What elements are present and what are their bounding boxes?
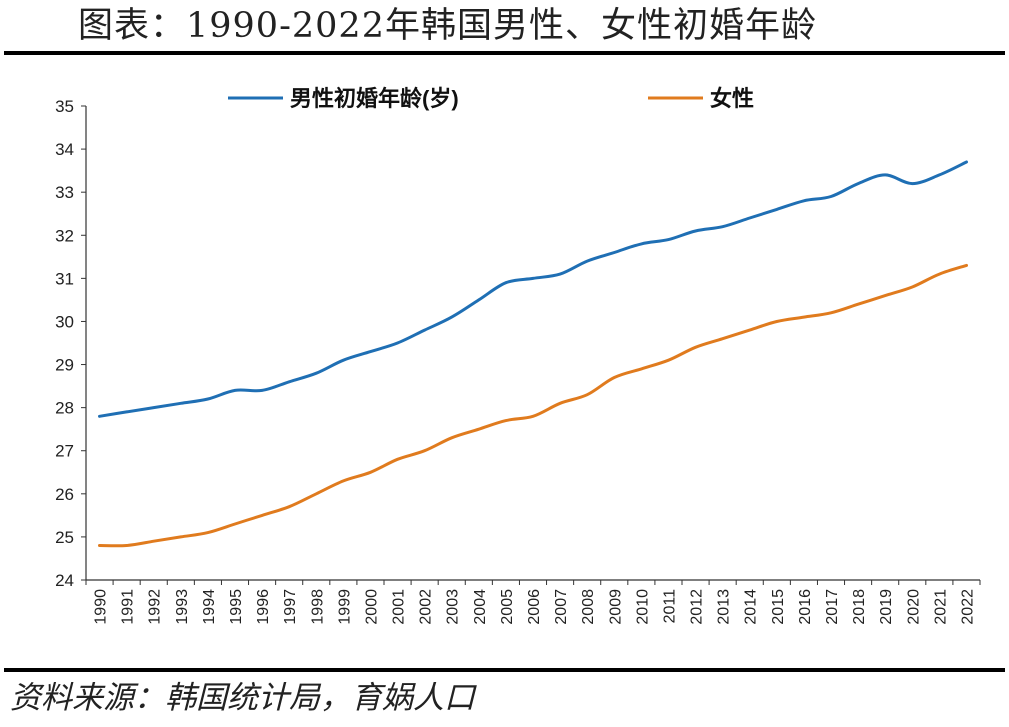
x-tick-label: 1994: [201, 589, 218, 625]
x-tick-label: 2011: [661, 589, 678, 624]
x-tick-label: 2022: [959, 589, 976, 625]
top-rule: [4, 51, 1005, 55]
y-tick-label: 31: [55, 269, 74, 288]
x-tick-label: 1998: [309, 589, 326, 625]
x-tick-label: 2003: [445, 589, 462, 625]
x-tick-label: 1997: [282, 589, 299, 625]
x-tick-label: 2009: [607, 589, 624, 625]
x-tick-label: 1999: [336, 589, 353, 625]
y-tick-label: 33: [55, 183, 74, 202]
series-line-female: [98, 263, 968, 548]
legend-label-female: 女性: [710, 86, 754, 111]
x-tick-label: 1995: [228, 589, 245, 625]
x-tick-label: 2012: [689, 589, 706, 625]
bottom-rule: [4, 668, 1005, 672]
y-tick-label: 35: [55, 97, 74, 116]
x-tick-label: 2008: [580, 589, 597, 625]
x-tick-label: 1991: [120, 589, 137, 625]
chart-area: 24 25 26 27 28 29 30 31 32 33 34 35 1990 1991 1992 1993…: [55, 86, 981, 625]
x-tick-label: 2013: [716, 589, 733, 625]
chart-title: 图表：1990-2022年韩国男性、女性初婚年龄: [78, 6, 817, 46]
x-tick-label: 2016: [797, 589, 814, 625]
x-tick-label: 2002: [418, 589, 435, 625]
x-tick-label: 2001: [391, 589, 408, 625]
y-tick-label: 24: [55, 571, 74, 590]
source-note: 资料来源：韩国统计局，育娲人口: [10, 680, 475, 716]
y-tick-label: 30: [55, 312, 74, 331]
x-tick-label: 2006: [526, 589, 543, 625]
legend-label-male: 男性初婚年龄(岁): [290, 86, 459, 111]
x-tick-label: 1993: [174, 589, 191, 625]
y-tick-label: 32: [55, 226, 74, 245]
series-line-male: [98, 160, 968, 418]
x-tick-label: 2021: [932, 589, 949, 625]
x-tick-label: 2004: [472, 589, 489, 625]
x-tick-label: 2005: [499, 589, 516, 625]
x-tick-label: 2014: [743, 589, 760, 625]
y-tick-label: 26: [55, 485, 74, 504]
x-tick-label: 2007: [553, 589, 570, 625]
x-tick-label: 2019: [878, 589, 895, 625]
y-tick-label: 29: [55, 356, 74, 375]
x-tick-label: 2015: [770, 589, 787, 625]
x-tick-label: 2010: [634, 589, 651, 625]
y-tick-label: 28: [55, 399, 74, 418]
x-tick-label: 1996: [255, 589, 272, 625]
x-tick-label: 2020: [905, 589, 922, 625]
x-tick-label: 2017: [824, 589, 841, 625]
x-tick-label: 2018: [851, 589, 868, 625]
x-tick-label: 1990: [93, 589, 110, 625]
x-tick-label: 2000: [363, 589, 380, 625]
x-tick-label: 1992: [147, 589, 164, 625]
y-tick-label: 27: [55, 442, 74, 461]
y-tick-label: 34: [55, 140, 74, 159]
y-tick-label: 25: [55, 528, 74, 547]
